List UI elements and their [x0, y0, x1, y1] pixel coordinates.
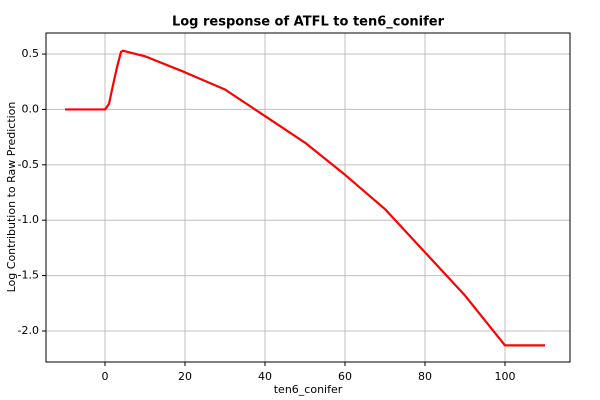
x-tick-label: 100 — [495, 370, 516, 383]
x-tick-label: 80 — [418, 370, 432, 383]
line — [65, 49, 545, 347]
y-tick-label: -2.0 — [18, 324, 39, 337]
plot-frame — [45, 32, 571, 363]
y-tick-label: 0.0 — [22, 102, 40, 115]
x-tick-label: 40 — [258, 370, 272, 383]
y-axis-label: Log Contribution to Raw Prediction — [5, 102, 18, 293]
x-tick-label: 20 — [178, 370, 192, 383]
y-tick-label: -1.5 — [18, 269, 39, 282]
y-tick-label: -1.0 — [18, 213, 39, 226]
y-tick-label: -0.5 — [18, 158, 39, 171]
x-tick-label: 0 — [102, 370, 109, 383]
y-tick-label: 0.5 — [22, 47, 40, 60]
chart-title: Log response of ATFL to ten6_conifer — [172, 15, 445, 30]
x-axis-label: ten6_conifer — [274, 383, 343, 396]
x-tick-label: 60 — [338, 370, 352, 383]
